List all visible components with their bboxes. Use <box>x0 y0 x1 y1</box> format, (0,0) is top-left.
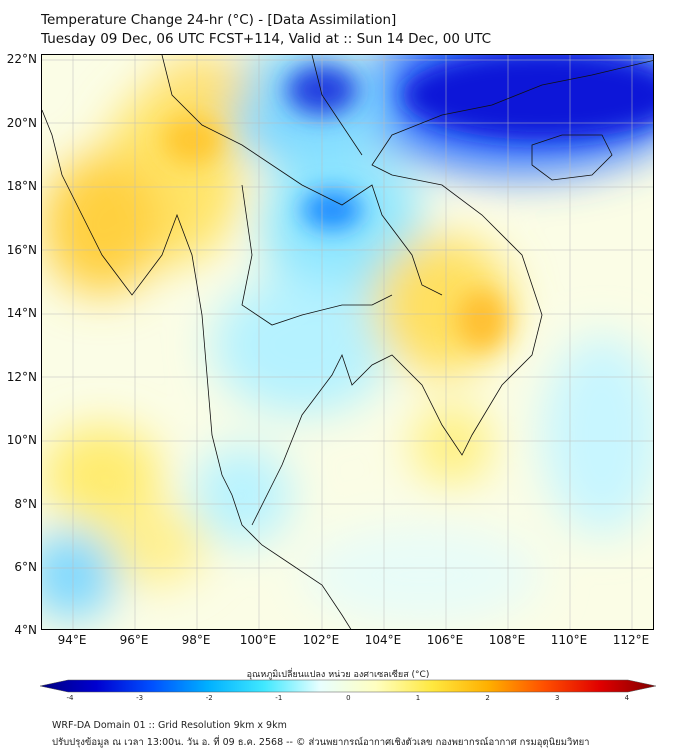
lat-label: 4°N <box>14 623 37 637</box>
lat-label: 22°N <box>6 52 37 66</box>
colorbar-tick-label: 0 <box>346 694 351 702</box>
colorbar-tick-label: -2 <box>205 694 213 702</box>
lat-label: 16°N <box>6 243 37 257</box>
temperature-change-map <box>41 54 654 630</box>
lon-label: 100°E <box>239 633 277 647</box>
lon-label: 96°E <box>119 633 149 647</box>
lat-label: 18°N <box>6 179 37 193</box>
colorbar-tick-label: 2 <box>485 694 490 702</box>
lat-label: 10°N <box>6 433 37 447</box>
lon-label: 102°E <box>302 633 340 647</box>
footer-update-info: ปรับปรุงข้อมูล ณ เวลา 13:00น. วัน อ. ที่… <box>52 737 590 748</box>
lon-label: 106°E <box>426 633 464 647</box>
chart-title: Temperature Change 24-hr (°C) - [Data As… <box>41 12 397 28</box>
colorbar-tick-label: 1 <box>415 694 421 702</box>
colorbar <box>40 679 656 693</box>
lon-label: 108°E <box>488 633 526 647</box>
lat-label: 6°N <box>14 560 37 574</box>
lat-label: 12°N <box>6 370 37 384</box>
colorbar-tick-label: 4 <box>624 694 630 702</box>
lat-label: 20°N <box>6 116 37 130</box>
lon-label: 110°E <box>550 633 588 647</box>
lon-label: 94°E <box>57 633 87 647</box>
colorbar-tick-label: 3 <box>554 694 560 702</box>
lon-label: 98°E <box>181 633 211 647</box>
chart-subtitle: Tuesday 09 Dec, 06 UTC FCST+114, Valid a… <box>41 31 492 47</box>
gridlines <box>42 55 653 629</box>
colorbar-tick-label: -4 <box>66 694 74 702</box>
lat-label: 8°N <box>14 497 37 511</box>
colorbar-tick-label: -3 <box>136 694 144 702</box>
lat-label: 14°N <box>6 306 37 320</box>
map-field <box>42 55 653 629</box>
lon-label: 112°E <box>612 633 650 647</box>
colorbar-tick-label: -1 <box>275 694 283 702</box>
colorbar-title: อุณหภูมิเปลี่ยนแปลง หน่วย องศาเซลเซียส (… <box>246 670 430 680</box>
coastlines <box>42 55 653 629</box>
lon-label: 104°E <box>364 633 402 647</box>
footer-model-info: WRF-DA Domain 01 :: Grid Resolution 9km … <box>52 720 287 731</box>
